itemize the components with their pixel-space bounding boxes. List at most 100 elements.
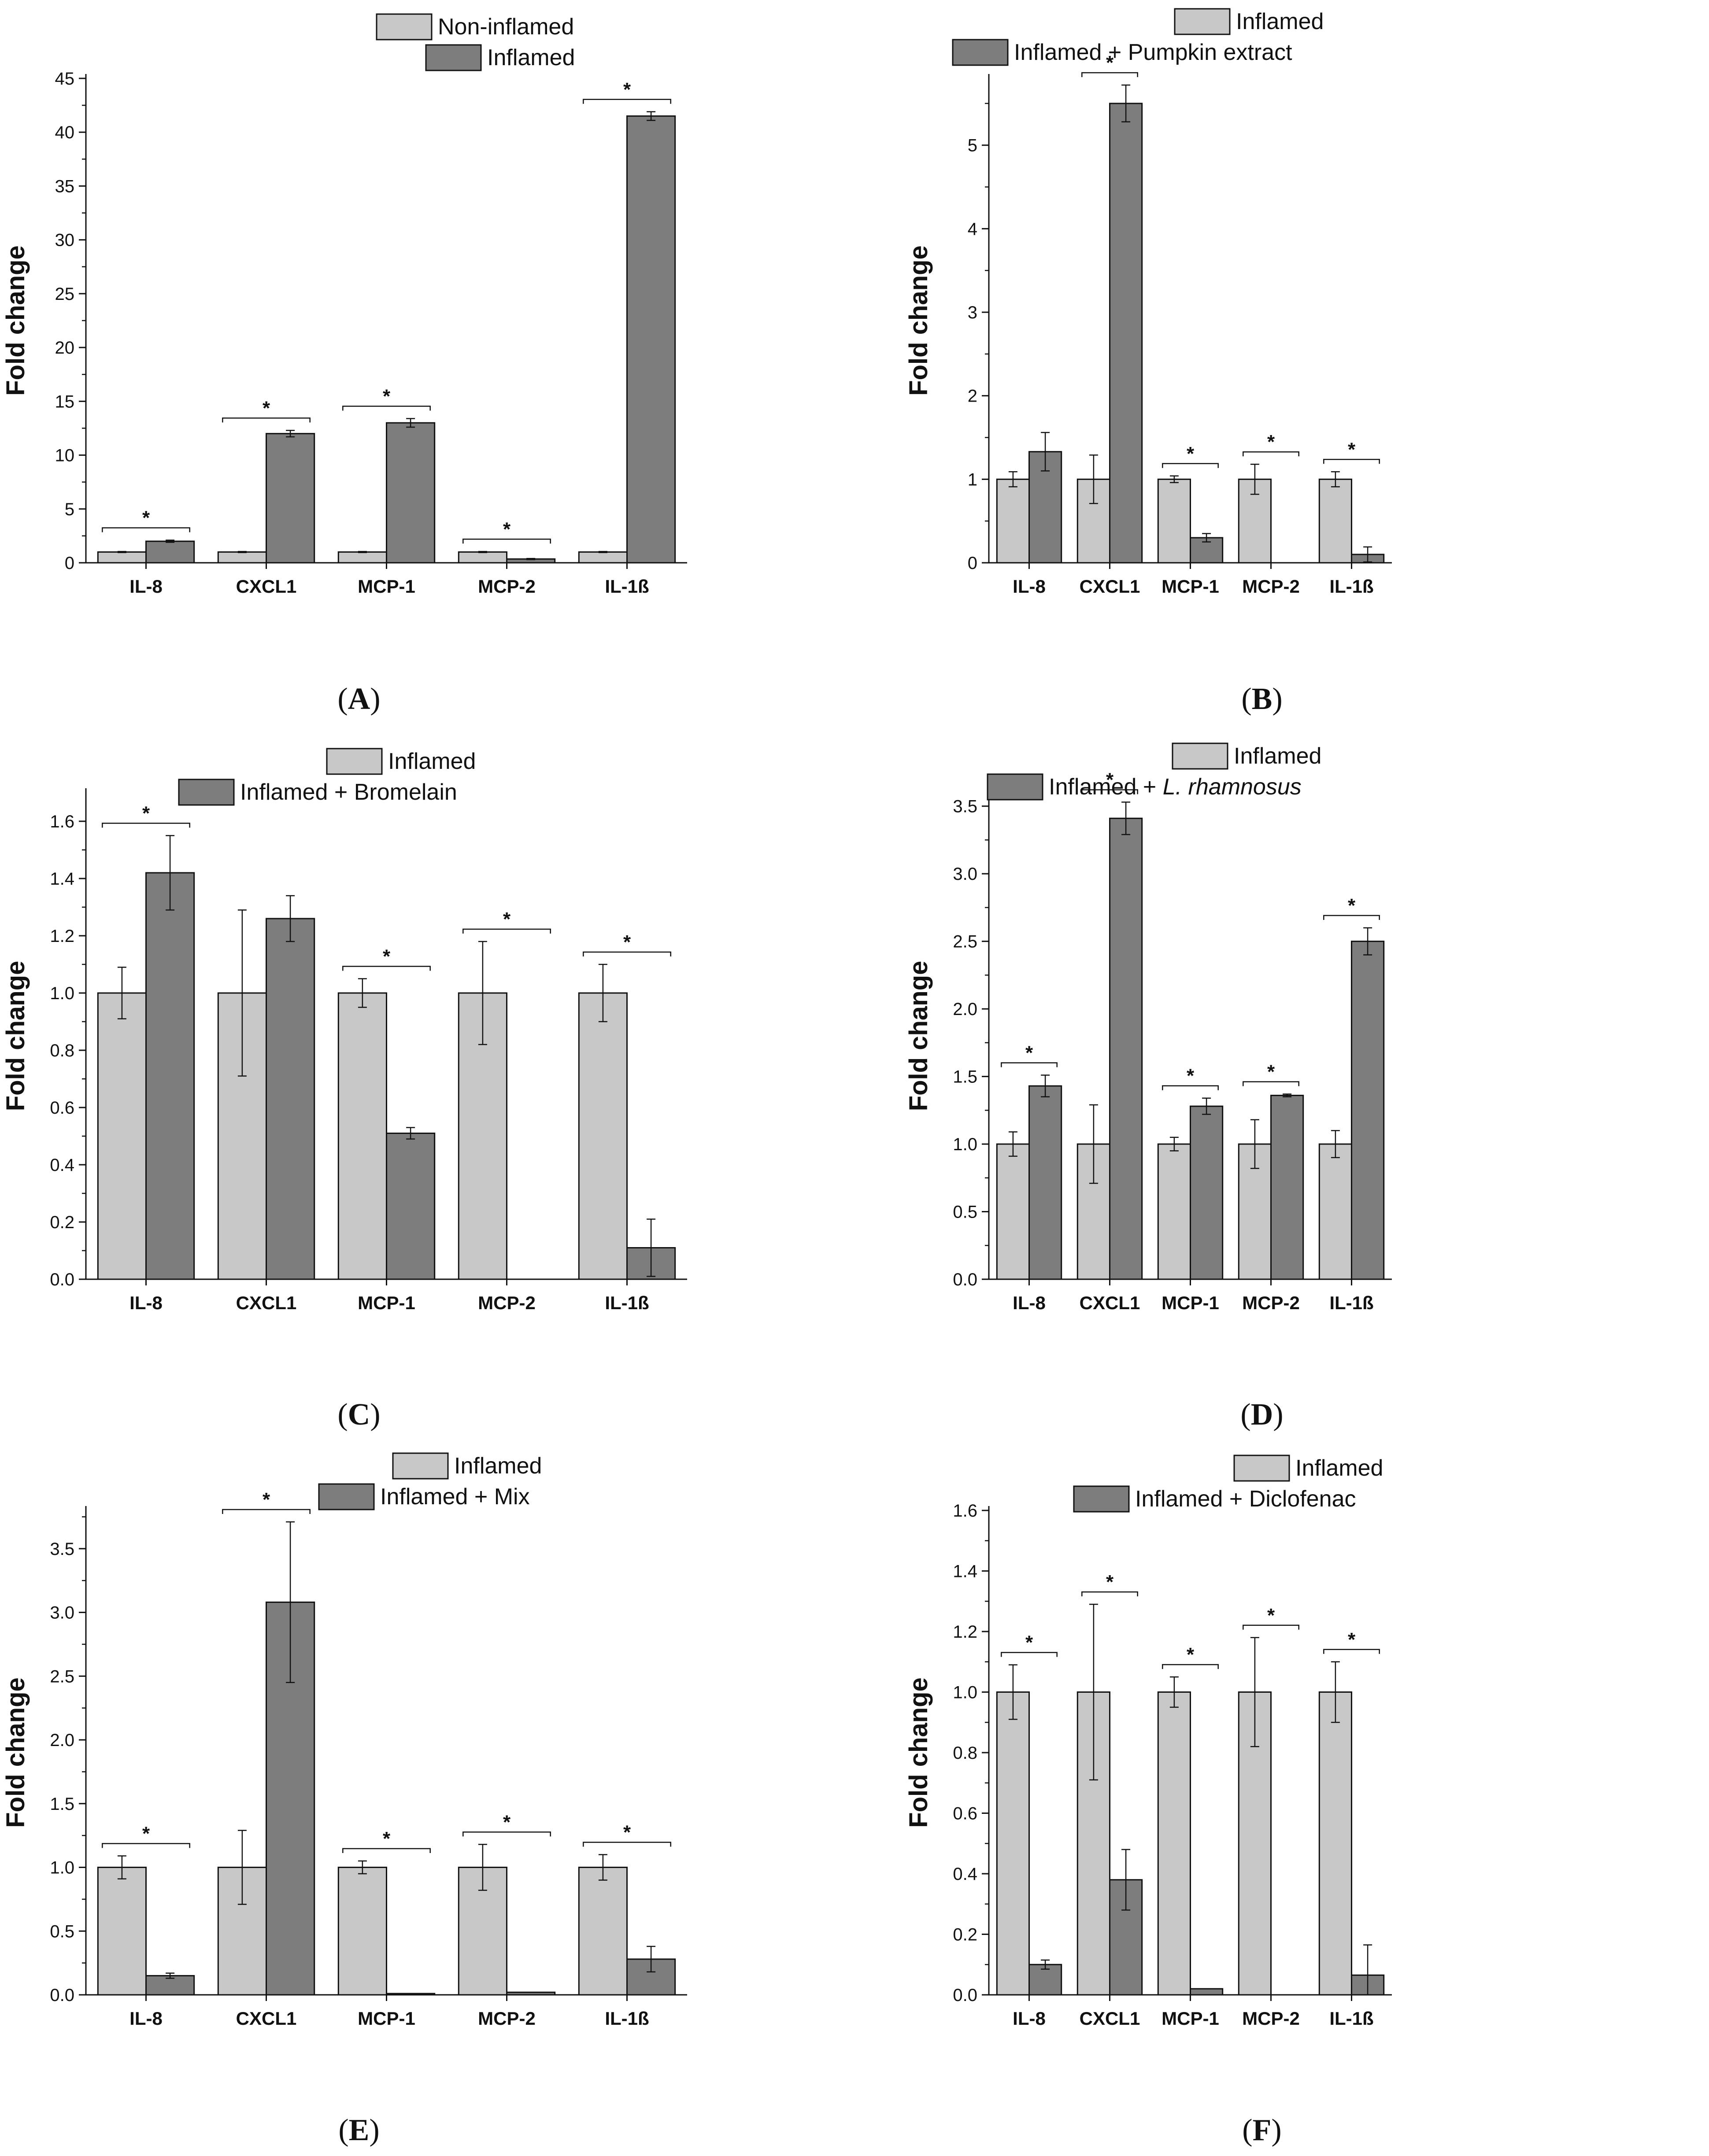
legend-label: Inflamed <box>454 1453 542 1479</box>
panel-caption: (B) <box>1241 682 1282 716</box>
significance-bracket <box>342 966 431 971</box>
legend: Non-inflamed Inflamed <box>376 13 575 71</box>
legend-swatch <box>376 13 433 41</box>
significance-star: * <box>503 908 511 930</box>
x-tick-label: IL-1ß <box>1329 1292 1373 1313</box>
legend-label: Inflamed + Diclofenac <box>1135 1486 1356 1512</box>
x-tick-label: MCP-1 <box>358 576 415 597</box>
legend-swatch <box>1172 742 1228 770</box>
bar-treatment <box>1190 1988 1224 1996</box>
bar-treatment <box>626 115 676 564</box>
y-axis-label: Fold change <box>904 1677 933 1828</box>
significance-bracket <box>1162 1664 1219 1669</box>
x-tick-label: IL-8 <box>1013 2008 1046 2029</box>
x-tick-label: MCP-1 <box>358 1292 415 1313</box>
x-tick-label: IL-1ß <box>605 2008 649 2029</box>
chart-panel-c: * * * * 0.0 0.2 0.4 0.6 0.8 1.0 1.2 1.4 1.6 IL-8 CXCL1… <box>1 748 687 1432</box>
y-axis-label: Fold change <box>1 1677 30 1828</box>
y-tick-label: 3.5 <box>953 797 977 816</box>
x-tick-label: MCP-1 <box>358 2008 415 2029</box>
y-tick-label: 1.2 <box>953 1622 977 1642</box>
bar-treatment <box>145 540 195 564</box>
legend-label: Inflamed <box>1236 9 1324 34</box>
legend-swatch <box>952 39 1009 66</box>
significance-bracket <box>583 1842 671 1847</box>
significance-bracket <box>222 1509 311 1514</box>
y-tick-label: 0.0 <box>50 1270 74 1289</box>
significance-bracket <box>222 417 311 423</box>
significance-star: * <box>1187 443 1195 465</box>
significance-star: * <box>263 1489 270 1510</box>
significance-star: * <box>142 1823 150 1844</box>
significance-bracket <box>462 1831 551 1837</box>
significance-bracket <box>342 1848 431 1853</box>
bar-control <box>578 551 628 564</box>
legend-label: Inflamed <box>1234 743 1321 769</box>
legend-label: Inflamed + Mix <box>380 1484 530 1510</box>
significance-bracket <box>583 951 671 956</box>
chart-panel-a: * * * * * 0 5 10 15 20 25 30 35 40 45 IL-8 CXCL1 MCP-1 MCP… <box>1 13 687 716</box>
x-tick-label: IL-1ß <box>1329 576 1373 597</box>
y-tick-label: 2.0 <box>953 1000 977 1019</box>
bar-treatment <box>1109 817 1143 1280</box>
significance-star: * <box>503 1811 511 1833</box>
legend-swatch <box>1174 8 1231 35</box>
y-tick-label: 1.6 <box>50 812 74 831</box>
legend-swatch <box>392 1452 449 1480</box>
significance-star: * <box>1106 1571 1114 1593</box>
bar-control <box>458 551 508 564</box>
y-tick-label: 0.2 <box>953 1925 977 1945</box>
legend-swatch <box>326 748 383 775</box>
x-tick-label: IL-1ß <box>1329 2008 1373 2029</box>
significance-bracket <box>1081 72 1138 78</box>
significance-star: * <box>1267 431 1275 453</box>
significance-star: * <box>623 79 631 100</box>
y-tick-label: 0 <box>968 554 977 573</box>
bar-treatment <box>1109 103 1143 564</box>
x-tick-label: IL-8 <box>129 1292 163 1313</box>
bar-treatment <box>1028 1085 1062 1280</box>
y-axis-label: Fold change <box>904 961 933 1111</box>
significance-bracket <box>1001 1062 1058 1067</box>
y-tick-label: 2.5 <box>953 932 977 952</box>
y-tick-label: 30 <box>55 231 75 250</box>
legend-swatch <box>987 773 1043 801</box>
y-tick-label: 0.2 <box>50 1213 74 1232</box>
legend-label: Inflamed + L. rhamnosus <box>1049 774 1302 800</box>
legend-swatch <box>1233 1455 1290 1482</box>
y-axis-label: Fold change <box>1 245 30 396</box>
bar-control <box>578 992 628 1280</box>
y-tick-label: 2.0 <box>50 1731 74 1750</box>
x-tick-label: IL-1ß <box>605 1292 649 1313</box>
y-tick-label: 0.5 <box>50 1922 74 1941</box>
legend: Inflamed Inflamed + Mix <box>318 1452 542 1510</box>
significance-bracket <box>1243 1081 1299 1086</box>
panel-caption: (F) <box>1242 2113 1281 2147</box>
x-tick-label: MCP-2 <box>1242 576 1300 597</box>
chart-panel-e: * * * * * 0.0 0.5 1.0 1.5 2.0 2.5 3.0 3.5 IL-8 CXCL1 MC… <box>1 1452 687 2147</box>
y-tick-label: 3.0 <box>953 864 977 884</box>
y-tick-label: 10 <box>55 446 75 465</box>
significance-bracket <box>1162 1085 1219 1090</box>
bar-control <box>1157 1691 1191 1996</box>
x-tick-label: IL-8 <box>129 2008 163 2029</box>
significance-bracket <box>462 928 551 934</box>
x-tick-label: MCP-1 <box>1162 576 1219 597</box>
significance-star: * <box>1187 1065 1195 1087</box>
bar-control <box>578 1867 628 1996</box>
significance-star: * <box>263 397 270 419</box>
legend-label: Inflamed + Pumpkin extract <box>1014 40 1292 65</box>
significance-bracket <box>1001 1652 1058 1657</box>
y-tick-label: 0.4 <box>50 1156 74 1175</box>
y-tick-label: 1.4 <box>50 869 74 889</box>
y-tick-label: 0.0 <box>50 1986 74 2005</box>
y-tick-label: 0.4 <box>953 1864 977 1884</box>
significance-bracket <box>1323 915 1380 920</box>
panel-caption: (D) <box>1240 1398 1283 1432</box>
y-tick-label: 0 <box>65 554 74 573</box>
y-tick-label: 0.6 <box>50 1098 74 1118</box>
x-tick-label: CXCL1 <box>236 576 297 597</box>
x-tick-label: IL-8 <box>1013 1292 1046 1313</box>
bar-treatment <box>145 872 195 1280</box>
